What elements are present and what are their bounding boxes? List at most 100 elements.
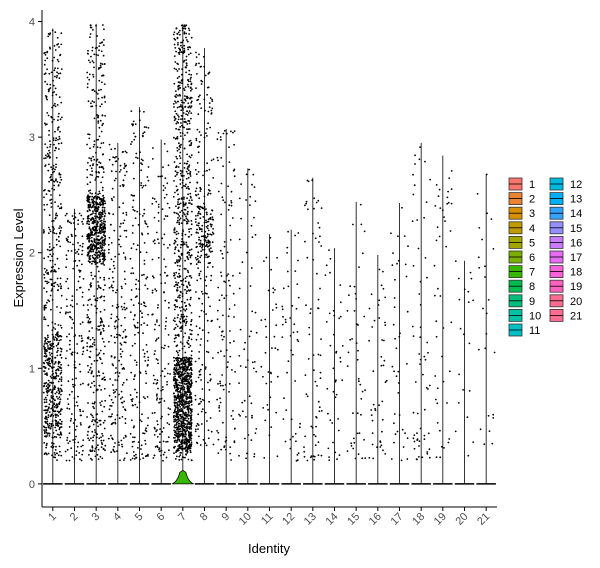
data-point <box>166 215 169 218</box>
data-point <box>55 424 57 427</box>
data-point <box>329 344 332 347</box>
data-point <box>73 364 76 366</box>
data-point <box>156 393 158 396</box>
data-point <box>47 35 50 38</box>
data-point <box>177 296 179 299</box>
data-point <box>100 103 103 106</box>
data-point <box>179 409 181 412</box>
data-point <box>48 157 51 159</box>
data-point <box>50 352 53 355</box>
data-point <box>195 87 197 89</box>
data-point <box>96 220 99 223</box>
violin-group-5 <box>129 107 150 485</box>
data-point <box>217 438 220 441</box>
data-point <box>96 139 98 141</box>
data-point <box>46 334 49 337</box>
data-point <box>232 292 235 295</box>
data-point <box>197 224 200 227</box>
data-point <box>145 430 148 433</box>
data-point <box>190 444 192 447</box>
data-point <box>403 235 406 238</box>
data-point <box>183 441 186 444</box>
data-point <box>203 235 206 238</box>
data-point <box>160 282 163 285</box>
data-point <box>184 435 187 438</box>
data-point <box>45 290 48 293</box>
data-point <box>211 231 214 234</box>
data-point <box>143 432 146 435</box>
data-point <box>175 112 178 115</box>
data-point <box>110 284 113 287</box>
data-point <box>92 278 94 280</box>
data-point <box>103 259 105 262</box>
data-point <box>60 350 63 353</box>
data-point <box>54 130 56 133</box>
data-point <box>52 414 55 417</box>
data-point <box>53 339 56 341</box>
data-point <box>91 414 94 417</box>
data-point <box>168 244 171 246</box>
data-point <box>179 265 181 267</box>
data-point <box>220 182 223 185</box>
data-point <box>229 341 232 344</box>
data-point <box>260 319 263 321</box>
data-point <box>232 274 234 277</box>
data-point <box>179 370 181 373</box>
data-point <box>428 448 431 451</box>
data-point <box>183 417 186 420</box>
data-point <box>159 441 161 444</box>
data-point <box>181 371 184 373</box>
data-point <box>98 79 101 82</box>
data-point <box>179 413 182 416</box>
data-point <box>185 177 188 180</box>
data-point <box>361 390 364 393</box>
data-point <box>116 315 118 318</box>
legend-label-7: 7 <box>529 267 535 279</box>
data-point <box>190 117 192 120</box>
data-point <box>173 82 176 85</box>
data-point <box>178 422 181 425</box>
data-point <box>58 390 61 393</box>
data-point <box>173 373 176 376</box>
data-point <box>248 168 251 171</box>
data-point <box>211 209 213 212</box>
data-point <box>184 406 187 408</box>
data-point <box>262 407 265 409</box>
data-point <box>175 410 178 413</box>
data-point <box>154 242 156 245</box>
data-point <box>54 105 57 108</box>
data-point <box>176 351 179 354</box>
data-point <box>49 401 52 403</box>
data-point <box>183 147 186 150</box>
data-point <box>249 195 252 198</box>
data-point <box>313 369 315 372</box>
data-point <box>90 232 93 235</box>
data-point <box>233 168 236 171</box>
data-point <box>68 459 71 462</box>
data-point <box>98 374 101 377</box>
legend-label-19: 19 <box>570 281 582 293</box>
data-point <box>104 345 106 348</box>
data-point <box>180 430 182 433</box>
data-point <box>218 405 221 407</box>
data-point <box>393 297 396 299</box>
data-point <box>180 379 183 382</box>
data-point <box>161 208 164 211</box>
data-point <box>198 297 200 300</box>
data-point <box>101 432 103 435</box>
data-point <box>196 162 199 164</box>
data-point <box>49 388 52 391</box>
data-point <box>125 307 128 309</box>
data-point <box>175 27 178 30</box>
data-point <box>138 288 141 291</box>
data-point <box>206 340 209 342</box>
data-point <box>91 198 93 201</box>
data-point <box>93 450 96 452</box>
data-point <box>190 36 193 39</box>
legend-item-20: 20 <box>549 294 582 308</box>
data-point <box>245 457 248 460</box>
data-point <box>233 441 236 444</box>
data-point <box>57 184 60 187</box>
data-point <box>185 170 188 173</box>
